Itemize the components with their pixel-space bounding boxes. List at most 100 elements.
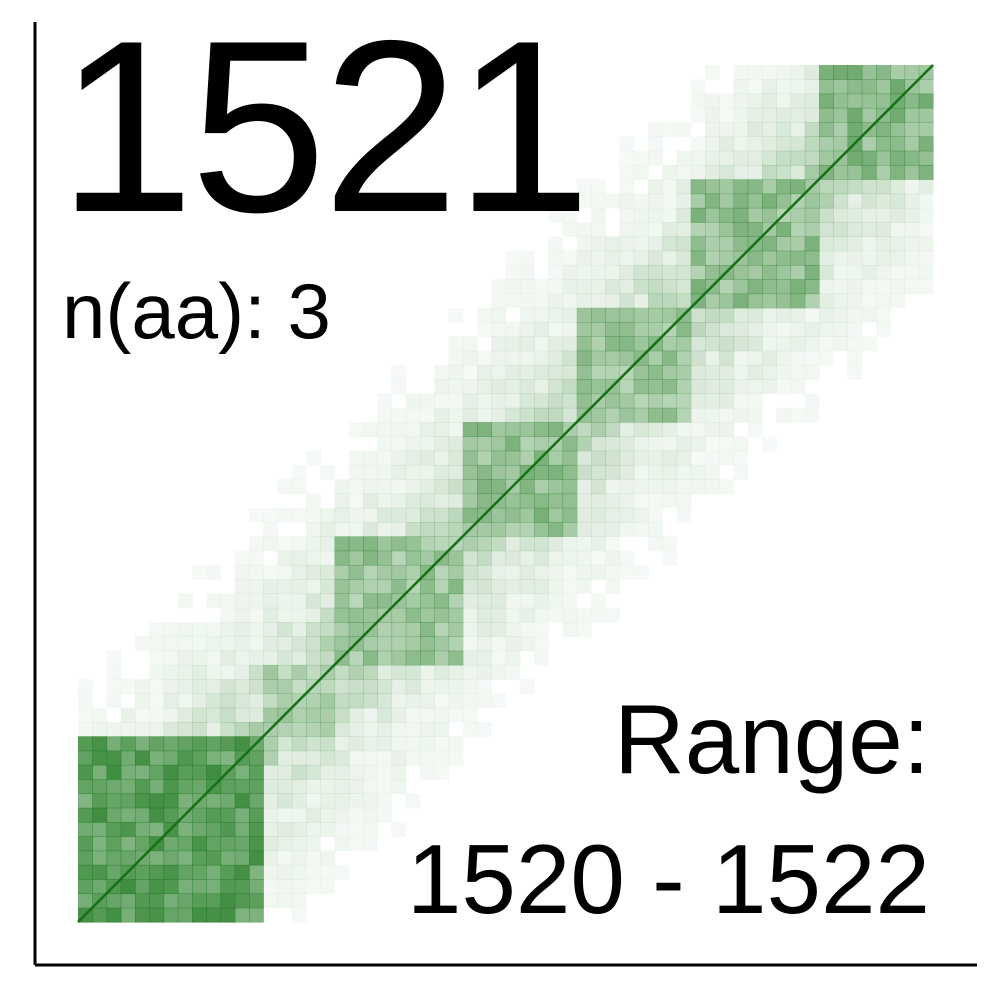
heatmap-cell <box>804 193 820 209</box>
heatmap-cell <box>790 279 806 295</box>
heatmap-cell <box>334 607 350 623</box>
heatmap-cell <box>192 750 207 766</box>
heatmap-cell <box>762 250 777 266</box>
heatmap-cell <box>491 364 507 380</box>
heatmap-cell <box>819 350 834 366</box>
heatmap-cell <box>719 364 735 380</box>
heatmap-cell <box>576 507 592 523</box>
heatmap-cell <box>619 479 635 495</box>
heatmap-cell <box>391 564 407 580</box>
heatmap-cell <box>505 564 521 580</box>
heatmap-cell <box>491 522 507 537</box>
heatmap-cell <box>249 722 264 737</box>
heatmap-cell <box>120 707 136 723</box>
heatmap-cell <box>263 679 279 695</box>
heatmap-cell <box>149 722 165 737</box>
heatmap-cell <box>790 307 806 323</box>
heatmap-cell <box>562 250 578 266</box>
heatmap-cell <box>633 193 649 209</box>
heatmap-cell <box>405 707 421 723</box>
heatmap-cell <box>234 907 250 923</box>
heatmap-cell <box>534 293 549 309</box>
heatmap-cell <box>833 207 849 223</box>
heatmap-cell <box>591 479 606 495</box>
heatmap-cell <box>448 479 464 495</box>
heatmap-cell <box>833 250 849 266</box>
heatmap-cell <box>491 379 507 395</box>
heatmap-cell <box>120 722 136 737</box>
heatmap-cell <box>534 507 549 523</box>
heatmap-cell <box>562 493 578 509</box>
heatmap-cell <box>135 736 150 752</box>
heatmap-cell <box>177 693 193 709</box>
heatmap-cell <box>391 536 407 552</box>
heatmap-cell <box>662 479 678 495</box>
heatmap-cell <box>619 564 635 580</box>
heatmap-cell <box>192 879 207 895</box>
heatmap-cell <box>505 322 521 337</box>
heatmap-cell <box>434 736 450 752</box>
heatmap-cell <box>420 693 435 709</box>
range-values: 1520 - 1522 <box>406 824 930 934</box>
heatmap-cell <box>876 150 891 166</box>
heatmap-cell <box>249 707 264 723</box>
heatmap-cell <box>619 464 635 480</box>
heatmap-cell <box>249 750 264 766</box>
heatmap-cell <box>633 364 649 380</box>
heatmap-cell <box>648 264 663 280</box>
heatmap-cell <box>377 779 393 795</box>
heatmap-cell <box>648 450 663 466</box>
heatmap-cell <box>249 579 264 595</box>
heatmap-cell <box>177 793 193 809</box>
heatmap-cell <box>576 293 592 309</box>
range-label: Range: <box>613 684 930 794</box>
heatmap-cell <box>135 707 150 723</box>
heatmap-cell <box>662 393 678 409</box>
heatmap-cell <box>320 636 336 652</box>
heatmap-cell <box>291 907 307 923</box>
heatmap-cell <box>819 179 834 195</box>
heatmap-cell <box>420 636 435 652</box>
heatmap-cell <box>562 336 578 352</box>
naa-label-text: n(aa): <box>62 267 266 355</box>
heatmap-cell <box>690 264 706 280</box>
heatmap-cell <box>491 407 507 423</box>
heatmap-cell <box>762 264 777 280</box>
heatmap-cell <box>548 264 564 280</box>
heatmap-cell <box>377 550 393 566</box>
heatmap-cell <box>591 222 606 237</box>
heatmap-cell <box>391 636 407 652</box>
heatmap-cell <box>163 636 179 652</box>
heatmap-cell <box>519 593 535 609</box>
heatmap-cell <box>78 779 93 795</box>
heatmap-cell <box>904 164 920 180</box>
heatmap-cell <box>249 793 264 809</box>
heatmap-cell <box>149 650 165 666</box>
heatmap-cell <box>819 250 834 266</box>
heatmap-cell <box>534 607 549 623</box>
heatmap-cell <box>676 279 692 295</box>
heatmap-cell <box>477 522 492 537</box>
heatmap-cell <box>234 764 250 780</box>
heatmap-cell <box>363 764 378 780</box>
heatmap-cell <box>719 407 735 423</box>
heatmap-cell <box>434 707 450 723</box>
heatmap-cell <box>576 536 592 552</box>
naa-value: 3 <box>287 267 331 355</box>
heatmap-cell <box>548 322 564 337</box>
heatmap-cell <box>377 750 393 766</box>
heatmap-cell <box>918 264 934 280</box>
heatmap-cell <box>676 293 692 309</box>
heatmap-cell <box>334 679 350 695</box>
heatmap-cell <box>334 693 350 709</box>
heatmap-cell <box>334 807 350 823</box>
heatmap-cell <box>534 322 549 337</box>
heatmap-cell <box>562 579 578 595</box>
heatmap-cell <box>534 336 549 352</box>
heatmap-cell <box>819 236 834 252</box>
heatmap-cell <box>477 536 492 552</box>
heatmap-cell <box>306 750 321 766</box>
heatmap-cell <box>662 336 678 352</box>
heatmap-cell <box>263 622 279 637</box>
heatmap-cell <box>78 807 93 823</box>
